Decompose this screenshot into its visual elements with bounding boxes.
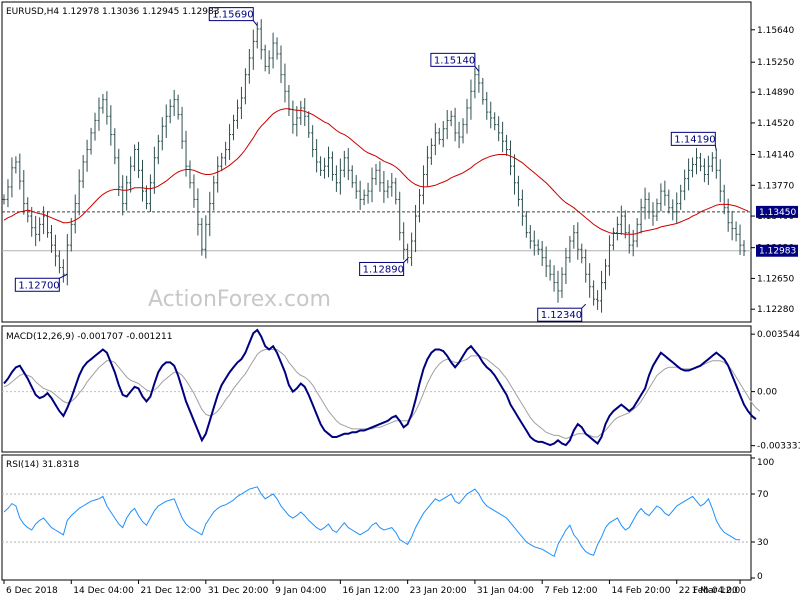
- annotation-connector: [714, 145, 717, 151]
- annotation-connector: [474, 66, 480, 72]
- last-price-tag: 1.12983: [759, 247, 796, 257]
- macd-header: MACD(12,26,9) -0.001707 -0.001211: [6, 332, 172, 342]
- dashed-level-tag-bg: [756, 205, 798, 218]
- x-tick-label: 6 Dec 2018: [6, 586, 58, 596]
- macd-signal-line: [3, 349, 761, 440]
- annotation-connector: [403, 258, 408, 263]
- annotation-box: [670, 131, 716, 146]
- annotation-label: 1.12340: [541, 310, 582, 321]
- price-tick-label: 1.12280: [757, 305, 794, 315]
- x-tick-label: 31 Jan 04:00: [477, 586, 534, 596]
- macd-line: [3, 328, 757, 447]
- price-tick-label: 1.14140: [757, 151, 794, 161]
- x-tick-label: 23 Jan 20:00: [410, 586, 467, 596]
- watermark: ActionForex.com: [148, 287, 331, 312]
- price-tick-label: 1.15640: [757, 26, 794, 36]
- annotation-label: 1.15690: [212, 10, 253, 21]
- annotation-label: 1.12700: [18, 280, 59, 291]
- x-tick-label: 31 Dec 20:00: [208, 586, 269, 596]
- annotation-box: [430, 52, 476, 67]
- annotation-box: [208, 7, 254, 22]
- rsi-tick-label: 0: [757, 572, 763, 582]
- macd-panel: [1, 325, 752, 453]
- rsi-tick-label: 100: [757, 458, 774, 468]
- annotation-box: [14, 277, 60, 292]
- annotation-label: 1.14190: [674, 134, 715, 145]
- price-tick-label: 1.12650: [757, 274, 794, 284]
- last-price-tag-bg: [756, 244, 798, 257]
- rsi-line: [3, 486, 741, 558]
- price-tick-label: 1.13770: [757, 181, 794, 191]
- annotation-box: [359, 261, 405, 276]
- rsi-tick-label: 30: [757, 538, 769, 548]
- price-tick-label: 1.14890: [757, 88, 794, 98]
- price-tick-label: 1.15250: [757, 58, 794, 68]
- dashed-level-tag: 1.13450: [759, 208, 796, 218]
- x-tick-label: 14 Dec 04:00: [73, 586, 134, 596]
- rsi-series-group: [2, 486, 751, 558]
- annotation-box: [537, 307, 583, 322]
- annotation-label: 1.12890: [363, 264, 404, 275]
- x-tick-label: 14 Feb 20:00: [611, 586, 670, 596]
- axis-labels-group: 1.15640 1.15250 1.14890 1.14520 1.14140 1.137…: [3, 26, 800, 596]
- annotation-label: 1.15140: [434, 55, 475, 66]
- x-tick-label: 21 Dec 12:00: [141, 586, 202, 596]
- x-tick-label: 7 Feb 12:00: [544, 586, 598, 596]
- price-series-group: [2, 19, 751, 313]
- annotations-group: 1.12700 1.15690 1.12890 1.15140 1.12340 1.141…: [14, 7, 717, 322]
- main-header: EURUSD,H4 1.12978 1.13036 1.12945 1.1298…: [6, 7, 219, 17]
- moving-average-line: [3, 108, 749, 235]
- macd-tick-label: 0.00: [757, 388, 777, 398]
- price-tick-label: 1.14520: [757, 119, 794, 129]
- macd-tick-label: -0.003331: [757, 442, 800, 452]
- rsi-tick-label: 70: [757, 490, 769, 500]
- annotation-connector: [252, 20, 258, 26]
- rsi-header: RSI(14) 31.8318: [6, 460, 79, 470]
- annotation-connector: [59, 273, 68, 279]
- x-tick-label: 16 Jan 12:00: [342, 586, 399, 596]
- x-tick-label: 9 Jan 04:00: [275, 586, 327, 596]
- x-tick-label: 1 Mar 12:00: [692, 586, 747, 596]
- x-tick-label: 22 Feb 04:00: [679, 586, 738, 596]
- annotation-connector: [581, 303, 587, 309]
- macd-tick-label: 0.003544: [757, 330, 800, 340]
- macd-series-group: [2, 328, 761, 447]
